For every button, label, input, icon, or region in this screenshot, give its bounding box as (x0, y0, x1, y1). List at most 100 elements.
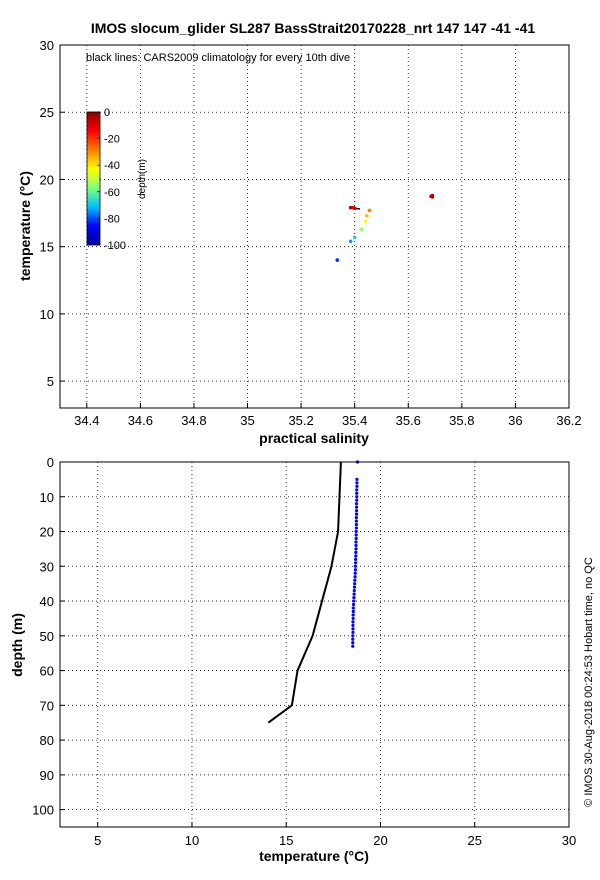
dp-data-point (354, 526, 358, 530)
ts-y-axis-label: temperature (°C) (17, 171, 33, 281)
dp-data-point (352, 585, 357, 589)
dp-data-point (353, 571, 357, 575)
ts-data-point (364, 213, 369, 218)
dp-x-tick-label: 30 (562, 833, 576, 848)
ts-data-point (335, 258, 340, 262)
dp-x-tick-label: 20 (373, 833, 387, 848)
dp-x-axis-label: temperature (°C) (259, 848, 369, 864)
dp-data-point (351, 609, 355, 614)
dp-y-tick-label: 60 (40, 664, 54, 679)
dp-y-ticks: 0 10 20 30 40 50 60 70 80 90 100 (32, 455, 65, 818)
ts-x-tick-label: 36 (508, 413, 522, 428)
colorbar-label: depth(m) (137, 159, 148, 199)
dp-data-point (354, 547, 358, 551)
ts-data-point (351, 205, 356, 210)
dp-data-point (352, 595, 356, 600)
ts-data-points (335, 193, 435, 262)
colorbar-tick-label: 0 (104, 107, 110, 119)
ts-diagram: 34.4 34.6 34.8 35 35.2 35.4 35.6 35.8 36 36.2 5 10… (17, 38, 582, 446)
ts-y-tick-label: 25 (40, 105, 54, 120)
colorbar-tick-label: -40 (104, 160, 120, 172)
dp-data-point (354, 543, 358, 548)
ts-x-axis-label: practical salinity (259, 430, 369, 446)
dp-data-point (353, 575, 357, 579)
ts-x-tick-label: 35 (240, 413, 254, 428)
dp-data-point (351, 602, 356, 607)
dp-data-point (354, 550, 358, 554)
ts-axes-box (59, 44, 570, 409)
dp-y-tick-label: 30 (40, 559, 54, 574)
ts-data-point (429, 194, 433, 199)
dp-data-point (354, 536, 358, 541)
dp-x-tick-label: 25 (468, 833, 482, 848)
dp-data-points (351, 460, 360, 648)
ts-y-tick-label: 10 (40, 307, 54, 322)
ts-x-tick-label: 35.2 (288, 413, 313, 428)
credit-text: © IMOS 30-Aug-2018 00:24:53 Hobart time,… (583, 557, 595, 807)
depth-colorbar: 0 -20 -40 -60 -80 -100 depth(m) (86, 107, 148, 252)
dp-data-point (354, 519, 358, 523)
dp-data-point (351, 630, 355, 634)
dp-data-point (351, 623, 355, 627)
dp-x-tick-label: 5 (94, 833, 101, 848)
dp-data-point (351, 606, 355, 610)
ts-y-ticks: 5 10 15 20 25 30 (40, 38, 65, 389)
dp-y-tick-label: 40 (40, 594, 54, 609)
colorbar-tick-label: -80 (104, 213, 120, 225)
ts-plot-area (60, 45, 569, 408)
colorbar-ticks: 0 -20 -40 -60 -80 -100 (97, 107, 126, 252)
dp-data-point (354, 529, 358, 534)
dp-data-point (352, 589, 356, 593)
colorbar-gradient (86, 111, 101, 246)
ts-x-tick-label: 36.2 (556, 413, 581, 428)
dp-x-tick-label: 10 (185, 833, 199, 848)
dp-data-point (354, 533, 358, 537)
figure-title: IMOS slocum_glider SL287 BassStrait20170… (91, 20, 536, 36)
dp-data-point (354, 540, 358, 544)
ts-data-point (348, 205, 353, 210)
dp-data-point (355, 484, 359, 488)
ts-data-point (352, 235, 357, 240)
dp-data-point (353, 564, 358, 568)
dp-axes-box (59, 461, 570, 828)
ts-y-tick-label: 20 (40, 172, 54, 187)
dp-data-point (354, 554, 358, 558)
dp-data-point (354, 522, 358, 527)
dp-y-tick-label: 90 (40, 768, 54, 783)
ts-y-tick-label: 5 (47, 374, 54, 389)
dp-data-point (355, 495, 359, 499)
dp-data-point (354, 516, 358, 520)
ts-x-tick-label: 34.8 (181, 413, 206, 428)
dp-data-point (355, 488, 359, 492)
dp-y-tick-label: 100 (32, 803, 54, 818)
dp-data-point (351, 641, 355, 645)
colorbar-tick-label: -60 (104, 187, 120, 199)
dp-y-tick-label: 0 (47, 455, 54, 470)
dp-x-tick-label: 15 (279, 833, 293, 848)
dp-y-tick-label: 20 (40, 525, 54, 540)
dp-x-ticks: 5 10 15 20 25 30 (94, 822, 576, 848)
dp-data-point (351, 620, 355, 624)
ts-y-tick-label: 30 (40, 38, 54, 53)
dp-data-point (351, 637, 355, 641)
dp-data-point (351, 613, 355, 617)
dp-data-point (351, 627, 355, 631)
dp-y-axis-label: depth (m) (9, 613, 25, 677)
ts-y-tick-label: 15 (40, 240, 54, 255)
dp-data-point (355, 477, 359, 481)
ts-annotation: black lines: CARS2009 climatology for ev… (86, 52, 350, 64)
dp-data-point (354, 502, 359, 506)
ts-data-point (363, 219, 368, 223)
colorbar-tick-label: -100 (104, 240, 126, 252)
dp-y-tick-label: 80 (40, 733, 54, 748)
dp-data-point (355, 481, 359, 485)
ts-x-tick-label: 35.6 (396, 413, 421, 428)
dp-data-point (354, 512, 359, 516)
ts-x-tick-label: 35.4 (342, 413, 367, 428)
dp-data-point (351, 616, 355, 621)
dp-data-point (354, 505, 359, 509)
dp-y-tick-label: 70 (40, 698, 54, 713)
dp-data-point (353, 582, 357, 586)
ts-data-point (367, 208, 372, 213)
